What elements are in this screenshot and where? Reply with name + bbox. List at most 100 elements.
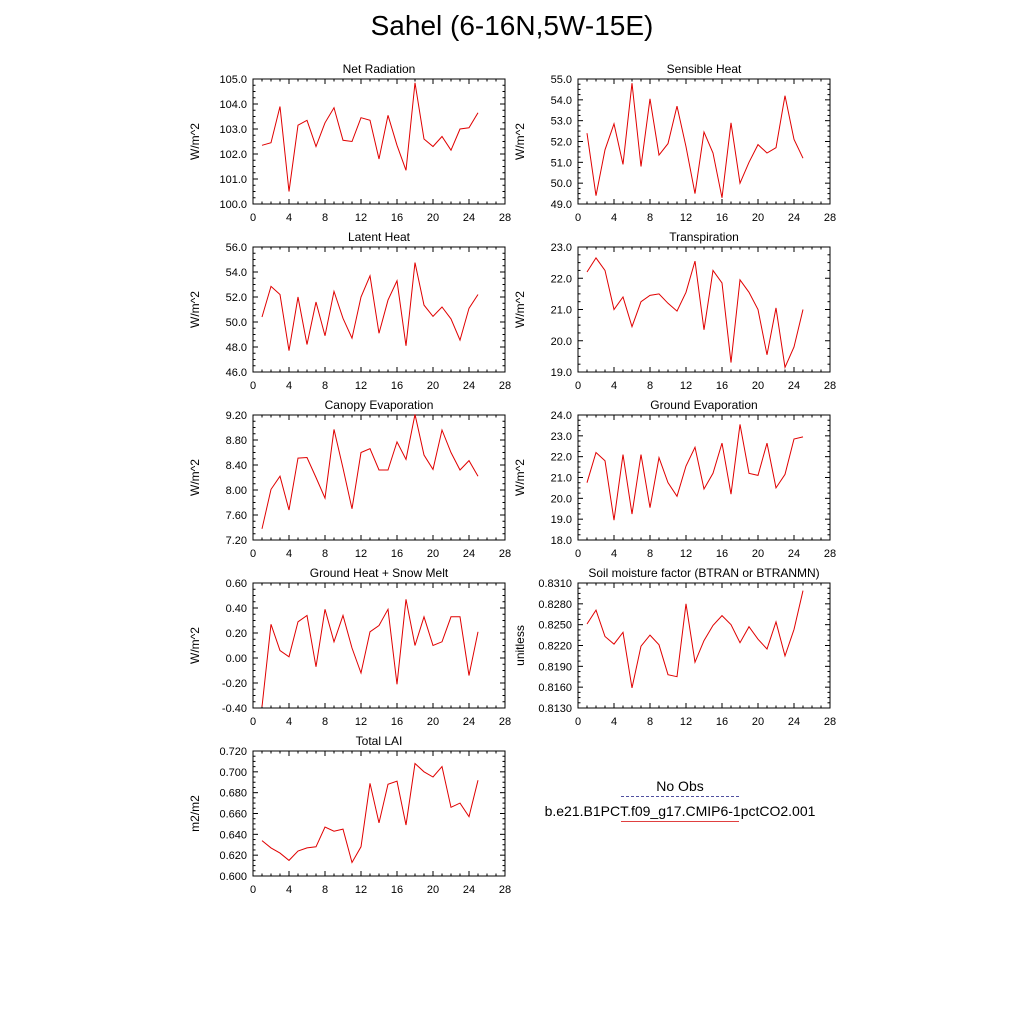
- y-tick-label: 52.0: [226, 292, 247, 304]
- y-tick-label: 8.00: [226, 485, 247, 497]
- chart-title: Total LAI: [356, 734, 403, 748]
- y-tick-label: 21.0: [551, 473, 572, 485]
- x-tick-label: 4: [286, 380, 292, 392]
- y-tick-label: 46.0: [226, 367, 247, 379]
- series-line-1: [261, 414, 479, 529]
- plot-frame: [577, 582, 831, 709]
- legend-obs-label: No Obs: [656, 778, 704, 794]
- chart-title: Ground Evaporation: [650, 398, 757, 412]
- y-tick-label: 0.00: [226, 653, 247, 665]
- x-tick-label: 20: [427, 212, 439, 224]
- chart-panel-8: 0 4 8 12 16 20 24 28 0.8130 0.8160 0.8190 0.8220 0.8…: [513, 566, 836, 728]
- y-tick-label: 53.0: [551, 116, 572, 128]
- x-tick-label: 0: [575, 548, 581, 560]
- chart-panel-4: 0 4 8 12 16 20 24 28 19.0 20.0 21.0 22.0 23.0 Transpi…: [513, 230, 836, 392]
- chart-title: Soil moisture factor (BTRAN or BTRANMN): [588, 566, 819, 580]
- x-tick-label: 20: [752, 716, 764, 728]
- series-line-1: [261, 262, 479, 351]
- legend-model-line: [621, 821, 739, 822]
- y-axis-label: W/m^2: [513, 459, 527, 496]
- y-tick-label: -0.20: [222, 678, 247, 690]
- x-tick-label: 24: [463, 884, 475, 896]
- x-tick-label: 8: [647, 716, 653, 728]
- x-tick-label: 24: [463, 548, 475, 560]
- chart-title: Latent Heat: [348, 230, 411, 244]
- x-tick-label: 8: [647, 548, 653, 560]
- x-tick-label: 16: [716, 548, 728, 560]
- y-tick-label: 0.8190: [538, 661, 572, 673]
- y-tick-label: 7.20: [226, 535, 247, 547]
- x-tick-label: 0: [575, 212, 581, 224]
- y-tick-label: 51.0: [551, 157, 572, 169]
- page-title: Sahel (6-16N,5W-15E): [370, 10, 654, 41]
- x-tick-label: 28: [824, 380, 836, 392]
- x-tick-label: 0: [250, 212, 256, 224]
- y-tick-label: 105.0: [219, 74, 247, 86]
- plot-frame: [252, 582, 506, 709]
- y-tick-label: 50.0: [551, 178, 572, 190]
- x-tick-label: 16: [391, 716, 403, 728]
- y-tick-label: 49.0: [551, 199, 572, 211]
- y-tick-label: 0.720: [219, 746, 247, 758]
- chart-panel-7: 0 4 8 12 16 20 24 28 -0.40 -0.20 0.00 0.20 0.40 0.60 G…: [188, 566, 511, 728]
- y-tick-label: 22.0: [551, 273, 572, 285]
- chart-title: Transpiration: [669, 230, 739, 244]
- series-line-1: [261, 762, 479, 864]
- x-tick-label: 20: [427, 548, 439, 560]
- y-tick-label: 102.0: [219, 149, 247, 161]
- y-axis-label: W/m^2: [513, 123, 527, 160]
- legend: No Obs b.e21.B1PCT.f09_g17.CMIP6-1pctCO2…: [530, 778, 830, 828]
- y-tick-label: 0.40: [226, 603, 247, 615]
- x-tick-label: 4: [611, 212, 617, 224]
- y-tick-label: 0.60: [226, 578, 247, 590]
- x-tick-label: 28: [824, 212, 836, 224]
- x-tick-label: 24: [788, 548, 800, 560]
- chart-panel-5: 0 4 8 12 16 20 24 28 7.20 7.60 8.00 8.40 8.80 9.20 Can…: [188, 398, 511, 560]
- x-tick-label: 24: [788, 380, 800, 392]
- series-line-1: [586, 590, 804, 689]
- plot-frame: [577, 78, 831, 205]
- x-tick-label: 20: [752, 548, 764, 560]
- x-tick-label: 12: [355, 716, 367, 728]
- x-tick-label: 28: [499, 548, 511, 560]
- y-tick-label: 20.0: [551, 493, 572, 505]
- x-tick-label: 8: [647, 380, 653, 392]
- y-tick-label: 23.0: [551, 431, 572, 443]
- x-tick-label: 28: [499, 212, 511, 224]
- x-tick-label: 16: [391, 548, 403, 560]
- y-axis-label: W/m^2: [188, 627, 202, 664]
- x-tick-label: 4: [286, 212, 292, 224]
- y-tick-label: 19.0: [551, 514, 572, 526]
- x-tick-label: 20: [427, 380, 439, 392]
- x-tick-label: 4: [611, 548, 617, 560]
- x-tick-label: 28: [499, 884, 511, 896]
- x-tick-label: 12: [355, 380, 367, 392]
- legend-obs-line: [621, 796, 739, 797]
- legend-model-label: b.e21.B1PCT.f09_g17.CMIP6-1pctCO2.001: [544, 803, 816, 819]
- x-tick-label: 28: [499, 380, 511, 392]
- y-tick-label: 103.0: [219, 124, 247, 136]
- y-tick-label: 0.20: [226, 628, 247, 640]
- x-tick-label: 8: [647, 212, 653, 224]
- chart-title: Net Radiation: [343, 62, 416, 76]
- y-tick-label: 20.0: [551, 336, 572, 348]
- x-tick-label: 0: [250, 380, 256, 392]
- x-tick-label: 28: [499, 716, 511, 728]
- x-tick-label: 16: [391, 380, 403, 392]
- x-tick-label: 4: [611, 716, 617, 728]
- x-tick-label: 8: [322, 884, 328, 896]
- x-tick-label: 0: [250, 716, 256, 728]
- chart-panel-2: 0 4 8 12 16 20 24 28 49.0 50.0 51.0 52.0 53.0 54.0 55.…: [513, 62, 836, 224]
- y-axis-label: m2/m2: [188, 795, 202, 832]
- y-tick-label: 21.0: [551, 305, 572, 317]
- x-tick-label: 12: [355, 884, 367, 896]
- y-tick-label: 23.0: [551, 242, 572, 254]
- y-tick-label: 104.0: [219, 99, 247, 111]
- series-line-1: [261, 82, 479, 192]
- x-tick-label: 24: [463, 212, 475, 224]
- y-tick-label: 101.0: [219, 174, 247, 186]
- y-axis-label: unitless: [513, 625, 527, 666]
- x-tick-label: 24: [463, 716, 475, 728]
- y-tick-label: 54.0: [551, 95, 572, 107]
